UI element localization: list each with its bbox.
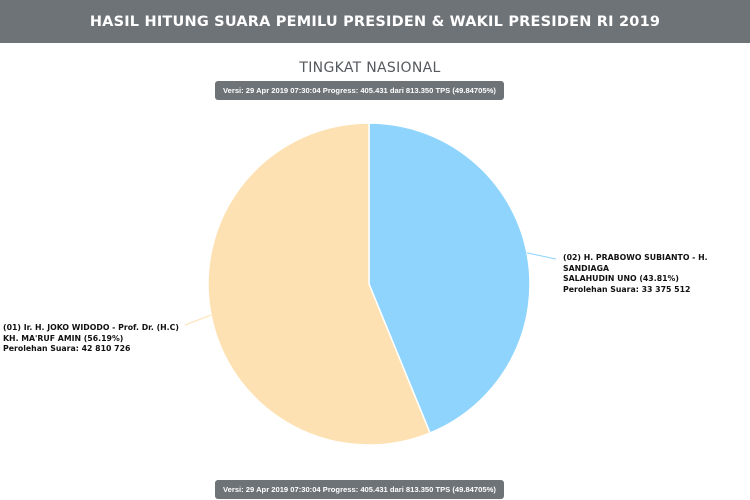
candidate-01-name-line2: KH. MA'RUF AMIN (56.19%) [3, 333, 124, 343]
version-badge-bottom: Versi: 29 Apr 2019 07:30:04 Progress: 40… [215, 480, 504, 499]
candidate-02-votes: Perolehan Suara: 33 375 512 [563, 284, 691, 294]
connector-line-candidate-02 [526, 252, 557, 260]
candidate-02-name-line2: SALAHUDIN UNO (43.81%) [563, 274, 679, 283]
page-title: HASIL HITUNG SUARA PEMILU PRESIDEN & WAK… [89, 13, 661, 30]
candidate-01-label: (01) Ir. H. JOKO WIDODO - Prof. Dr. (H.C… [3, 323, 203, 355]
candidate-01-name-line1: (01) Ir. H. JOKO WIDODO - Prof. Dr. (H.C… [3, 323, 179, 332]
connector-line-candidate-01 [184, 314, 212, 326]
candidate-01-votes: Perolehan Suara: 42 810 726 [3, 344, 131, 353]
candidate-02-name-line1: (02) H. PRABOWO SUBIANTO - H. SANDIAGA [563, 253, 708, 273]
version-badge-top: Versi: 29 Apr 2019 07:30:04 Progress: 40… [215, 81, 504, 100]
pie-slice-candidate-01[interactable] [207, 122, 432, 446]
page-header: HASIL HITUNG SUARA PEMILU PRESIDEN & WAK… [0, 0, 750, 43]
chart-subtitle: TINGKAT NASIONAL [299, 60, 441, 76]
candidate-02-label: (02) H. PRABOWO SUBIANTO - H. SANDIAGA S… [563, 253, 750, 295]
